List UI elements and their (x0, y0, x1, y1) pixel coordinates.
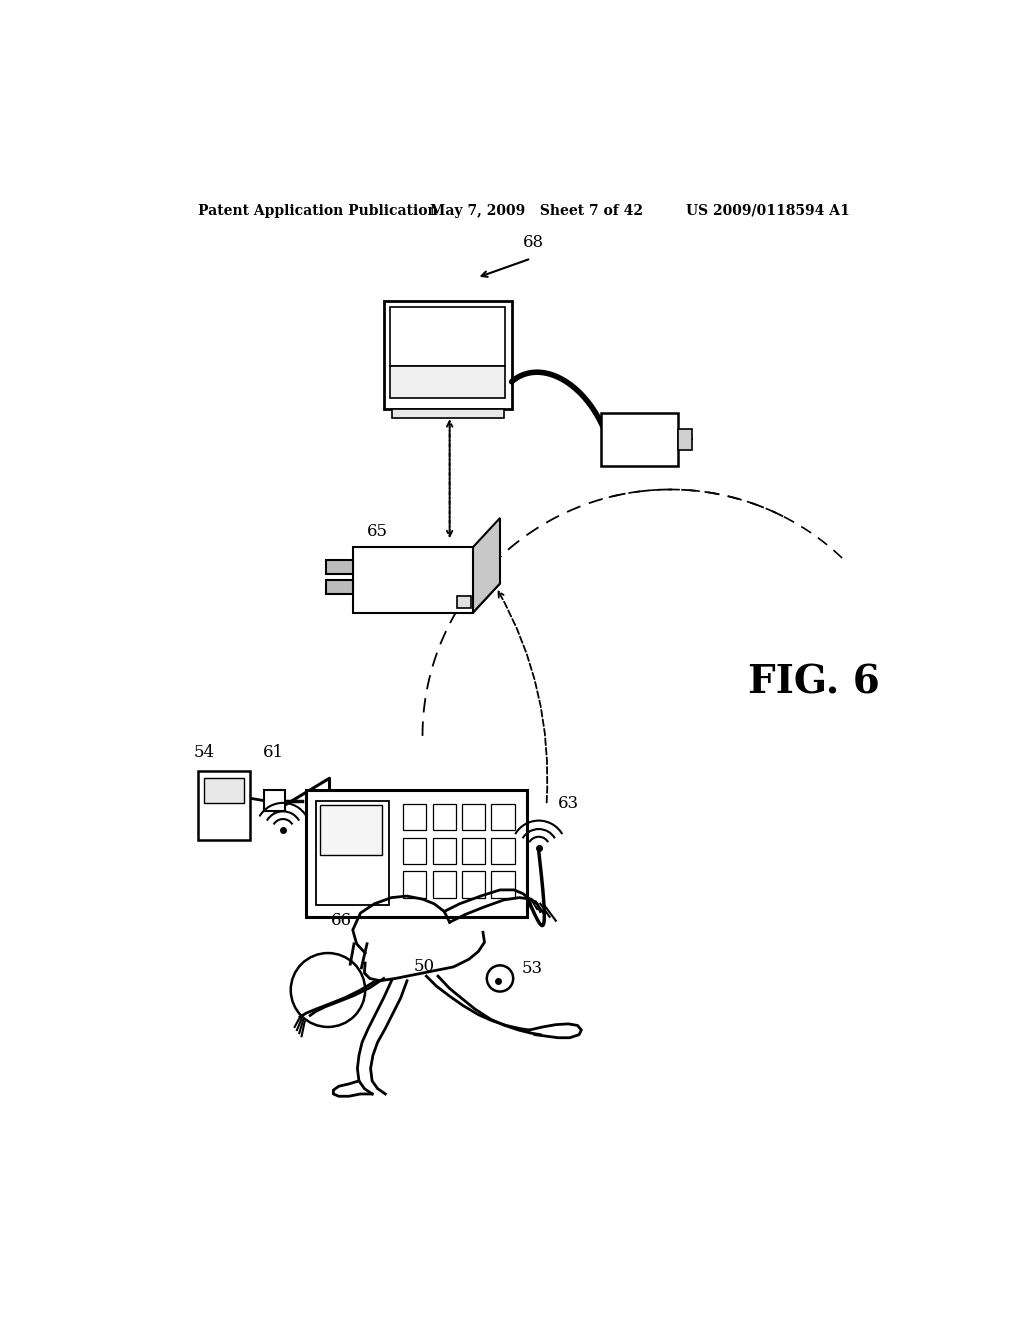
Bar (352, 548, 473, 612)
Bar (403, 804, 426, 830)
Bar (678, 429, 692, 450)
Bar (403, 871, 426, 898)
Text: FIG. 6: FIG. 6 (748, 663, 880, 701)
Bar (492, 871, 515, 898)
Bar (384, 301, 512, 409)
Bar (390, 308, 506, 367)
Circle shape (486, 965, 513, 991)
Bar (462, 804, 485, 830)
Text: 50: 50 (414, 958, 434, 974)
Bar (432, 871, 456, 898)
Bar (601, 412, 678, 466)
Bar (391, 409, 504, 418)
Bar (306, 789, 527, 917)
Bar (432, 804, 456, 830)
Bar (315, 801, 389, 906)
Bar (403, 837, 426, 863)
Text: US 2009/0118594 A1: US 2009/0118594 A1 (686, 203, 850, 218)
Text: 63: 63 (558, 795, 580, 812)
Text: 65: 65 (367, 523, 388, 540)
Text: Patent Application Publication: Patent Application Publication (198, 203, 437, 218)
Bar (462, 837, 485, 863)
Bar (198, 771, 251, 840)
Bar (263, 789, 286, 812)
Text: 53: 53 (521, 960, 543, 977)
Bar (492, 804, 515, 830)
Polygon shape (352, 583, 500, 612)
Bar (326, 560, 352, 574)
Bar (492, 837, 515, 863)
Bar (390, 366, 506, 397)
Circle shape (291, 953, 366, 1027)
Bar (204, 779, 245, 803)
Bar (462, 871, 485, 898)
Text: 61: 61 (263, 744, 284, 762)
Bar (321, 805, 382, 855)
Text: 68: 68 (523, 234, 545, 251)
Bar (432, 837, 456, 863)
Polygon shape (473, 517, 500, 612)
Text: 66: 66 (331, 912, 352, 928)
Bar (458, 595, 471, 609)
Bar (326, 579, 352, 594)
Text: 54: 54 (194, 744, 215, 762)
Text: May 7, 2009   Sheet 7 of 42: May 7, 2009 Sheet 7 of 42 (430, 203, 643, 218)
